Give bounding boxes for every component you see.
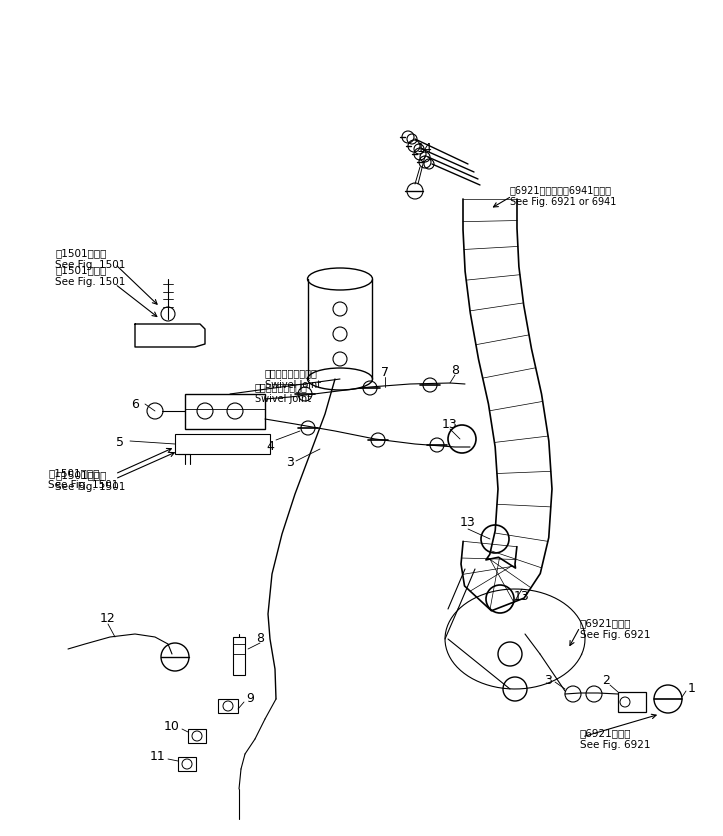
Text: 13: 13 (514, 589, 530, 602)
Bar (618, 692, 646, 712)
Text: 第6921図または第6941図参照
See Fig. 6921 or 6941: 第6921図または第6941図参照 See Fig. 6921 or 6941 (510, 185, 617, 206)
Text: 3: 3 (286, 455, 294, 468)
Bar (175, 435, 270, 455)
Text: 第6921図参照
See Fig. 6921: 第6921図参照 See Fig. 6921 (580, 727, 651, 749)
Text: 12: 12 (100, 611, 116, 624)
Text: 5: 5 (116, 435, 124, 448)
Text: 1: 1 (688, 681, 696, 694)
Text: 第1501図参照
See Fig. 1501: 第1501図参照 See Fig. 1501 (55, 265, 125, 286)
Text: スイベルジョイント
Swivel Joint: スイベルジョイント Swivel Joint (255, 381, 311, 403)
Text: 第1501図参照
See Fig. 1501: 第1501図参照 See Fig. 1501 (55, 247, 125, 269)
Text: 13: 13 (460, 516, 476, 529)
Bar (178, 757, 196, 771)
Bar (188, 729, 206, 743)
Text: 13: 13 (442, 417, 458, 430)
Text: 第1501図参照
See Fig. 1501: 第1501図参照 See Fig. 1501 (48, 467, 119, 489)
Text: 2: 2 (602, 673, 610, 686)
Text: 14: 14 (417, 141, 433, 155)
Text: 8: 8 (451, 363, 459, 376)
Text: 3: 3 (544, 673, 552, 686)
Text: 10: 10 (164, 719, 180, 732)
Text: スイベルジョイント
Swivel Joint: スイベルジョイント Swivel Joint (265, 368, 321, 389)
Text: 8: 8 (256, 630, 264, 644)
Text: 11: 11 (150, 748, 166, 762)
Text: 9: 9 (246, 691, 254, 704)
Bar (185, 395, 265, 430)
Text: 第6921図参照
See Fig. 6921: 第6921図参照 See Fig. 6921 (580, 617, 651, 639)
Text: 第1501図参照
See Fig. 1501: 第1501図参照 See Fig. 1501 (55, 470, 125, 491)
Text: 4: 4 (266, 440, 274, 453)
Bar (218, 699, 238, 713)
Text: 6: 6 (131, 398, 139, 411)
Bar (233, 637, 245, 675)
Text: 7: 7 (381, 365, 389, 378)
